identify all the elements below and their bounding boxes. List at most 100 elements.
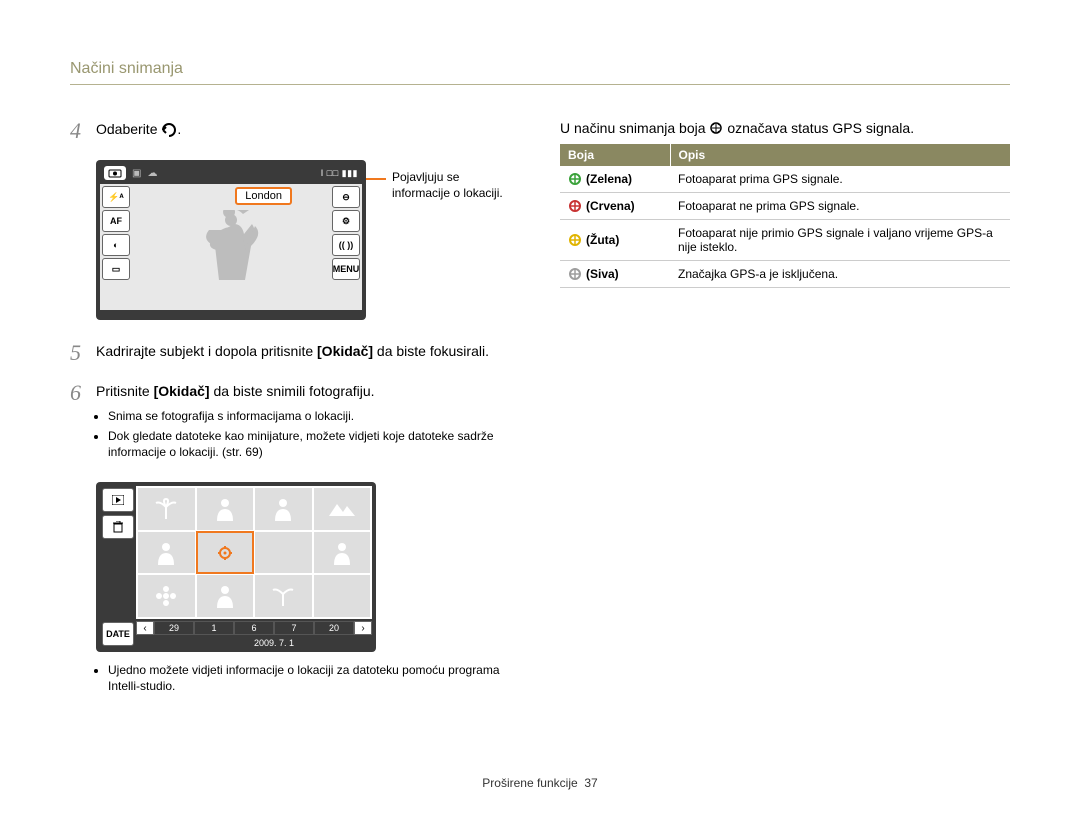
location-tag: London — [235, 187, 292, 205]
signal-button[interactable]: (( )) — [332, 234, 360, 256]
face-button[interactable]: ◐ — [102, 234, 130, 256]
prev-date-button[interactable]: ‹ — [136, 621, 154, 635]
annot-line1: Pojavljuju se — [392, 170, 459, 184]
gps-color-icon — [568, 267, 582, 281]
trash-icon — [113, 521, 123, 533]
date-button[interactable]: DATE — [102, 622, 134, 646]
af-button[interactable]: AF — [102, 210, 130, 232]
person-icon — [332, 541, 352, 565]
step-4-text: Odaberite . — [96, 120, 520, 140]
thumbnail[interactable] — [197, 488, 254, 530]
flower-icon — [156, 586, 176, 606]
gallery-side-buttons: DATE — [100, 486, 136, 648]
color-cell: (Siva) — [560, 261, 670, 288]
step-4: 4 Odaberite . — [70, 120, 520, 142]
gps-color-icon — [568, 172, 582, 186]
zoom-out-button[interactable]: ⊖ — [332, 186, 360, 208]
section-heading: Načini snimanja — [70, 60, 1010, 85]
trash-button[interactable] — [102, 515, 134, 539]
thumbnail[interactable] — [138, 575, 195, 617]
strip-cell[interactable]: 1 — [194, 621, 234, 635]
mode-icon-minus[interactable]: ▣ — [132, 168, 141, 179]
strip-cell[interactable]: 29 — [154, 621, 194, 635]
thumbnail-grid — [136, 486, 372, 619]
camera-center: London — [132, 184, 330, 310]
thumbnail[interactable] — [255, 532, 312, 574]
camera-status-icons: I □□ ▮▮▮ — [321, 168, 358, 179]
step-6: 6 Pritisnite [Okidač] da biste snimili f… — [70, 382, 520, 464]
gps-color-table: Boja Opis (Zelena)Fotoaparat prima GPS s… — [560, 144, 1010, 288]
bullet: Ujedno možete vidjeti informacije o loka… — [108, 662, 520, 694]
next-date-button[interactable]: › — [354, 621, 372, 635]
thumbnail[interactable] — [197, 575, 254, 617]
gallery-screen: DATE — [96, 482, 376, 652]
camera-top-bar: ▣ ☁ I □□ ▮▮▮ — [100, 164, 362, 184]
annotation-connector — [366, 178, 386, 180]
desc-cell: Fotoaparat prima GPS signale. — [670, 166, 1010, 193]
mode-icon-cloud[interactable]: ☁ — [147, 168, 157, 179]
view-bullets: Ujedno možete vidjeti informacije o loka… — [108, 662, 520, 694]
strip-cell[interactable]: 7 — [274, 621, 314, 635]
step-number: 5 — [70, 342, 96, 364]
gps-intro-text: U načinu snimanja boja označava status G… — [560, 120, 1010, 136]
mountain-icon — [329, 502, 355, 516]
annot-line2: informacije o lokaciji. — [392, 186, 503, 200]
step-4-prefix: Odaberite — [96, 121, 161, 137]
mode-tab-camera[interactable] — [104, 166, 126, 180]
color-cell: (Žuta) — [560, 220, 670, 261]
back-arrow-icon — [161, 123, 177, 137]
col-header-desc: Opis — [670, 144, 1010, 166]
desc-cell: Značajka GPS-a je isključena. — [670, 261, 1010, 288]
location-annotation: Pojavljuju se informacije o lokaciji. — [392, 170, 503, 201]
color-cell: (Zelena) — [560, 166, 670, 193]
page-footer: Proširene funkcije 37 — [0, 776, 1080, 790]
step-body: Odaberite . — [96, 120, 520, 142]
thumbnail[interactable] — [255, 488, 312, 530]
step-5-text: Kadrirajte subjekt i dopola pritisnite [… — [96, 342, 520, 362]
camera-viewfinder: ⚡ᴬ AF ◐ ▭ London — [100, 184, 362, 310]
person-icon — [156, 541, 176, 565]
play-button[interactable] — [102, 488, 134, 512]
step-body: Kadrirajte subjekt i dopola pritisnite [… — [96, 342, 520, 364]
table-row: (Žuta)Fotoaparat nije primio GPS signale… — [560, 220, 1010, 261]
step-6-text: Pritisnite [Okidač] da biste snimili fot… — [96, 382, 520, 402]
two-column-layout: 4 Odaberite . — [70, 120, 1010, 699]
table-row: (Siva)Značajka GPS-a je isključena. — [560, 261, 1010, 288]
thumbnail[interactable] — [314, 488, 371, 530]
left-column: 4 Odaberite . — [70, 120, 520, 699]
gps-color-icon — [568, 233, 582, 247]
thumbnail[interactable] — [314, 532, 371, 574]
gallery-date: 2009. 7. 1 — [136, 637, 372, 648]
color-cell: (Crvena) — [560, 193, 670, 220]
camera-icon — [108, 168, 122, 178]
person-silhouette-icon — [201, 210, 261, 310]
bullet: Snima se fotografija s informacijama o l… — [108, 408, 520, 424]
thumbnail-selected[interactable] — [197, 532, 254, 574]
page-content: Načini snimanja 4 Odaberite . — [0, 0, 1080, 729]
step-number: 4 — [70, 120, 96, 142]
date-strip: ‹ 29 1 6 7 20 › — [136, 619, 372, 637]
col-header-color: Boja — [560, 144, 670, 166]
menu-button[interactable]: MENU — [332, 258, 360, 280]
gps-status-icon — [709, 121, 723, 135]
thumbnail[interactable] — [138, 532, 195, 574]
settings-button[interactable]: ⚙ — [332, 210, 360, 232]
footer-text: Proširene funkcije — [482, 776, 577, 790]
step-6-bullets: Snima se fotografija s informacijama o l… — [108, 408, 520, 461]
camera-screen: ▣ ☁ I □□ ▮▮▮ ⚡ᴬ AF ◐ ▭ — [96, 160, 366, 320]
strip-cell[interactable]: 6 — [234, 621, 274, 635]
aspect-button[interactable]: ▭ — [102, 258, 130, 280]
play-icon — [112, 495, 124, 505]
person-icon — [215, 584, 235, 608]
thumbnail[interactable] — [255, 575, 312, 617]
table-row: (Crvena)Fotoaparat ne prima GPS signale. — [560, 193, 1010, 220]
thumbnail[interactable] — [138, 488, 195, 530]
bullet: Dok gledate datoteke kao minijature, mož… — [108, 428, 520, 460]
strip-cell[interactable]: 20 — [314, 621, 354, 635]
palm-icon — [271, 584, 295, 608]
gps-marker-icon — [218, 546, 232, 560]
desc-cell: Fotoaparat nije primio GPS signale i val… — [670, 220, 1010, 261]
thumbnail[interactable] — [314, 575, 371, 617]
flash-button[interactable]: ⚡ᴬ — [102, 186, 130, 208]
palm-icon — [154, 497, 178, 521]
